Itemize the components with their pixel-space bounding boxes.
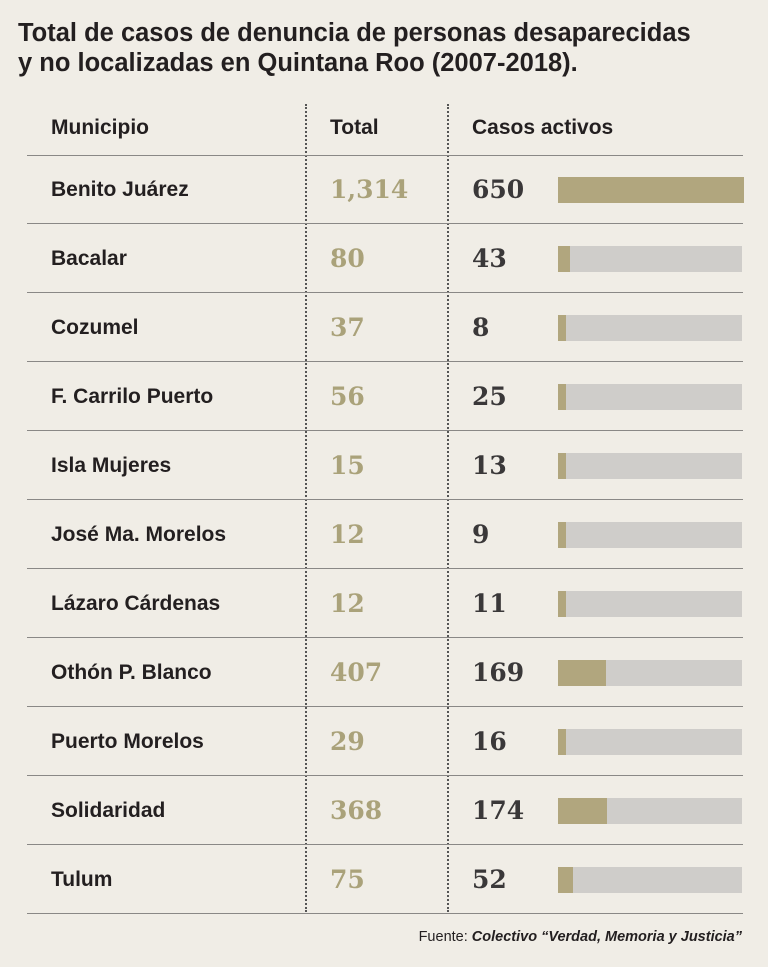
row-casos-activos: 52 xyxy=(472,865,507,894)
bar-casos-activos xyxy=(558,384,566,410)
row-total: 75 xyxy=(330,865,365,894)
header-municipio: Municipio xyxy=(51,116,149,139)
row-total: 1,314 xyxy=(330,175,409,204)
table-row: Puerto Morelos 29 16 xyxy=(0,707,768,776)
row-rule xyxy=(27,430,743,431)
bar-track xyxy=(558,729,742,755)
row-municipio: Tulum xyxy=(51,868,113,891)
bar-track xyxy=(558,522,742,548)
row-total: 12 xyxy=(330,589,365,618)
row-total: 15 xyxy=(330,451,365,480)
table-row: Tulum 75 52 xyxy=(0,845,768,914)
row-rule xyxy=(27,775,743,776)
row-rule xyxy=(27,844,743,845)
row-casos-activos: 8 xyxy=(472,313,490,342)
row-municipio: José Ma. Morelos xyxy=(51,523,227,546)
bar-casos-activos xyxy=(558,867,573,893)
row-total: 80 xyxy=(330,244,365,273)
bar-track xyxy=(558,177,744,203)
table-row: Benito Juárez 1,314 650 xyxy=(0,155,768,224)
row-rule xyxy=(27,361,743,362)
row-total: 29 xyxy=(330,727,365,756)
bar-track xyxy=(558,384,742,410)
bar-casos-activos xyxy=(558,522,566,548)
source-name: Colectivo “Verdad, Memoria y Justicia” xyxy=(471,929,742,945)
title-line-2: y no localizadas en Quintana Roo (2007-2… xyxy=(18,49,578,77)
bar-casos-activos xyxy=(558,729,566,755)
table-row: Cozumel 37 8 xyxy=(0,293,768,362)
row-municipio: Puerto Morelos xyxy=(51,730,204,753)
row-rule xyxy=(27,223,743,224)
title-line-1: Total de casos de denuncia de personas d… xyxy=(18,19,691,47)
row-casos-activos: 25 xyxy=(472,382,507,411)
row-casos-activos: 43 xyxy=(472,244,507,273)
bar-track xyxy=(558,660,742,686)
bar-casos-activos xyxy=(558,798,607,824)
header-rule xyxy=(27,155,743,156)
header-total: Total xyxy=(330,116,379,139)
source-note: Fuente: Colectivo “Verdad, Memoria y Jus… xyxy=(419,929,742,945)
bar-casos-activos xyxy=(558,177,744,203)
row-rule xyxy=(27,637,743,638)
bar-casos-activos xyxy=(558,591,566,617)
row-rule xyxy=(27,292,743,293)
bar-track xyxy=(558,591,742,617)
row-rule xyxy=(27,568,743,569)
bar-casos-activos xyxy=(558,315,566,341)
row-casos-activos: 13 xyxy=(472,451,507,480)
table-row: José Ma. Morelos 12 9 xyxy=(0,500,768,569)
bar-track xyxy=(558,798,742,824)
row-casos-activos: 9 xyxy=(472,520,490,549)
row-municipio: F. Carrilo Puerto xyxy=(51,385,214,408)
row-rule xyxy=(27,499,743,500)
column-divider-1 xyxy=(305,104,307,912)
column-divider-2 xyxy=(447,104,449,912)
row-casos-activos: 174 xyxy=(472,796,525,825)
table-row: Bacalar 80 43 xyxy=(0,224,768,293)
row-rule xyxy=(27,913,743,914)
row-municipio: Othón P. Blanco xyxy=(51,661,212,684)
bar-track xyxy=(558,867,742,893)
bar-casos-activos xyxy=(558,246,570,272)
header-casos-activos: Casos activos xyxy=(472,116,614,139)
row-municipio: Isla Mujeres xyxy=(51,454,172,477)
chart-title: Total de casos de denuncia de personas d… xyxy=(18,18,758,78)
table-row: Isla Mujeres 15 13 xyxy=(0,431,768,500)
row-total: 37 xyxy=(330,313,365,342)
row-total: 12 xyxy=(330,520,365,549)
row-casos-activos: 650 xyxy=(472,175,525,204)
bar-track xyxy=(558,246,742,272)
row-total: 56 xyxy=(330,382,365,411)
row-casos-activos: 169 xyxy=(472,658,525,687)
row-total: 368 xyxy=(330,796,383,825)
row-rule xyxy=(27,706,743,707)
row-casos-activos: 16 xyxy=(472,727,507,756)
table-row: Othón P. Blanco 407 169 xyxy=(0,638,768,707)
table-row: Solidaridad 368 174 xyxy=(0,776,768,845)
row-municipio: Lázaro Cárdenas xyxy=(51,592,221,615)
table-row: F. Carrilo Puerto 56 25 xyxy=(0,362,768,431)
source-label: Fuente: xyxy=(418,929,468,945)
table-row: Lázaro Cárdenas 12 11 xyxy=(0,569,768,638)
row-municipio: Bacalar xyxy=(51,247,127,270)
row-casos-activos: 11 xyxy=(472,589,507,618)
bar-casos-activos xyxy=(558,660,606,686)
row-municipio: Benito Juárez xyxy=(51,178,189,201)
row-municipio: Cozumel xyxy=(51,316,139,339)
bar-casos-activos xyxy=(558,453,566,479)
row-municipio: Solidaridad xyxy=(51,799,166,822)
row-total: 407 xyxy=(330,658,383,687)
bar-track xyxy=(558,453,742,479)
bar-track xyxy=(558,315,742,341)
